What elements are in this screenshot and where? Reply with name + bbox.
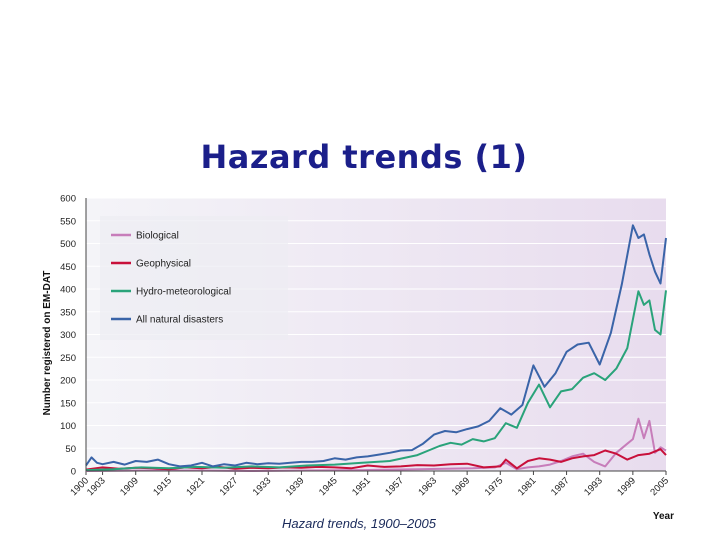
slide-title: Hazard trends (1) xyxy=(200,138,528,176)
x-tick-label: 1945 xyxy=(317,475,340,498)
hazard-trend-chart: 0 50 100 150 200 250 300 350 400 450 500 550 600 190… xyxy=(42,194,674,521)
x-tick-label: 1975 xyxy=(483,475,506,498)
x-tick-label: 1993 xyxy=(582,475,605,498)
x-tick-label: 1987 xyxy=(549,475,572,498)
series-line-2 xyxy=(85,290,667,472)
x-tick-label: 1999 xyxy=(615,475,638,498)
series-line-3 xyxy=(85,224,667,468)
legend-label: All natural disasters xyxy=(136,315,223,326)
y-tick-label: 0 xyxy=(71,467,76,478)
y-tick-label: 100 xyxy=(60,421,76,432)
y-tick-labels: 0 50 100 150 200 250 300 350 400 450 500 550 600 xyxy=(60,194,76,478)
x-tick-label: 1903 xyxy=(85,475,108,498)
y-tick-label: 350 xyxy=(60,307,76,318)
legend-label: Biological xyxy=(136,231,179,242)
series-line-0 xyxy=(85,417,667,472)
x-tick-label: 1963 xyxy=(416,475,439,498)
y-tick-label: 600 xyxy=(60,194,76,205)
y-tick-label: 250 xyxy=(60,353,76,364)
y-tick-label: 150 xyxy=(60,398,76,409)
y-tick-label: 500 xyxy=(60,239,76,250)
x-tick-label: 1957 xyxy=(383,475,406,498)
legend-label: Geophysical xyxy=(136,259,191,270)
y-tick-label: 550 xyxy=(60,216,76,227)
series-lines xyxy=(85,224,667,472)
y-tick-label: 400 xyxy=(60,285,76,296)
x-tick-label: 1939 xyxy=(284,475,307,498)
y-axis-label: Number registered on EM-DAT xyxy=(42,271,53,416)
x-tick-label: 1951 xyxy=(350,475,373,498)
x-tick-label: 1927 xyxy=(218,475,241,498)
y-tick-label: 450 xyxy=(60,262,76,273)
y-tick-label: 300 xyxy=(60,330,76,341)
x-tick-label: 1915 xyxy=(151,475,174,498)
legend: Biological Geophysical Hydro-meteorologica… xyxy=(100,216,288,340)
x-tick-label: 1909 xyxy=(118,475,141,498)
series-line-1 xyxy=(85,448,667,471)
x-tick-label: 2005 xyxy=(648,475,671,498)
legend-label: Hydro-meteorological xyxy=(136,287,231,298)
x-tick-label: 1921 xyxy=(184,475,207,498)
legend-box xyxy=(100,216,288,340)
x-axis-label: Year xyxy=(653,511,674,520)
x-tick-label: 1981 xyxy=(516,475,539,498)
figure-caption: Hazard trends, 1900–2005 xyxy=(282,516,436,531)
y-tick-label: 200 xyxy=(60,376,76,387)
x-tick-label: 1969 xyxy=(450,475,473,498)
x-tick-label: 1933 xyxy=(251,475,274,498)
y-tick-label: 50 xyxy=(65,444,76,455)
